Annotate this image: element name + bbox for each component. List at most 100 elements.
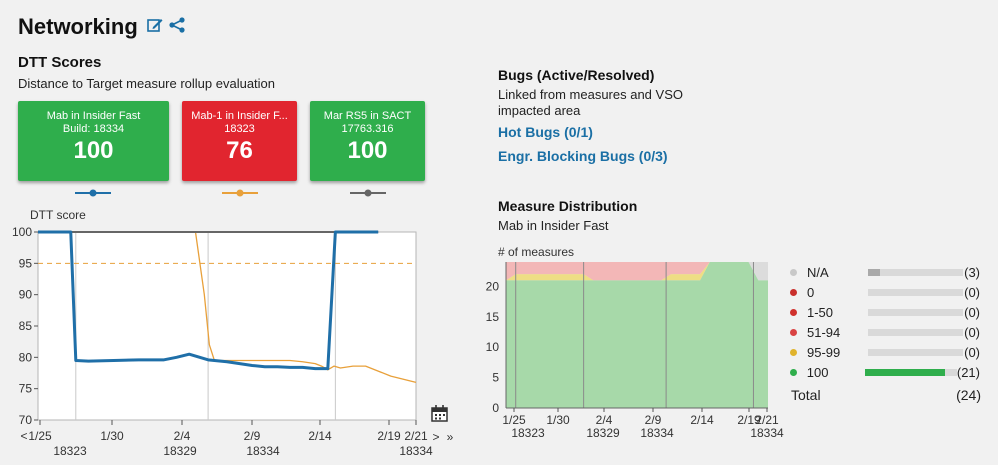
legend-bar	[868, 288, 963, 296]
y-tick-label: 90	[19, 288, 33, 302]
legend-bar	[868, 268, 963, 276]
hot-bugs-link[interactable]: Hot Bugs (0/1)	[498, 124, 593, 140]
bugs-subtitle-1: Linked from measures and VSO	[498, 87, 683, 102]
y-tick-label: 75	[19, 382, 33, 396]
dtt-tile-1[interactable]: Mab in Insider Fast Build: 18334 100	[18, 101, 169, 181]
legend-marker-2	[222, 189, 258, 197]
x-tick-label: 2/21	[404, 429, 428, 443]
legend-bar-fill	[868, 268, 880, 276]
tile-name: Mab in Insider Fast	[46, 110, 141, 122]
share-icon[interactable]	[168, 14, 186, 40]
legend-dot-icon	[790, 268, 797, 276]
tile-build: Build: 18334	[62, 123, 125, 135]
legend-dot-icon	[790, 368, 797, 376]
tile-name: Mab-1 in Insider F...	[191, 110, 288, 122]
build-label: 18334	[750, 426, 784, 440]
x-tick-label: 2/9	[244, 429, 261, 443]
legend-dot-icon	[790, 348, 797, 356]
x-tick-label: 1/30	[100, 429, 124, 443]
tile-name: Mar RS5 in SACT	[323, 110, 412, 122]
tile-score: 100	[73, 137, 114, 164]
y-tick-label: 80	[19, 350, 33, 364]
legend-count: (0)	[964, 344, 980, 360]
build-label: 18329	[586, 426, 620, 440]
legend-label: N/A	[807, 264, 829, 280]
area-9599	[506, 262, 768, 281]
x-tick-label: 2/19	[377, 429, 401, 443]
legend-count: (0)	[964, 284, 980, 300]
measure-distribution-chart: # of measures 0 5 10 15 20 1/25 1/30 2/4 2/9 2/1…	[486, 245, 784, 440]
y-tick-label: 15	[486, 310, 500, 324]
last-nav[interactable]: »	[447, 430, 454, 444]
build-label: 18329	[163, 444, 197, 458]
x-tick-label: 2/14	[690, 413, 714, 427]
legend-bar-fill	[865, 368, 946, 376]
area-5194	[506, 262, 768, 281]
legend-label: 1-50	[807, 304, 834, 320]
build-label: 18334	[399, 444, 433, 458]
legend-marker-1	[75, 189, 111, 197]
edit-icon[interactable]	[146, 14, 164, 40]
x-tick-label: 2/9	[645, 413, 662, 427]
legend-count: (0)	[964, 324, 980, 340]
calendar-icon[interactable]	[431, 405, 448, 422]
legend-bar	[868, 308, 963, 316]
y-tick-label: 70	[19, 413, 33, 427]
y-tick-label: 100	[12, 225, 32, 239]
legend-dot-icon	[790, 308, 797, 316]
tile-score: 100	[347, 137, 388, 164]
dtt-subtitle: Distance to Target measure rollup evalua…	[18, 76, 276, 91]
legend-bar	[868, 348, 963, 356]
total-row: Total (24)	[791, 387, 981, 407]
x-tick-label: 1/25	[28, 429, 52, 443]
plot-area	[37, 231, 417, 421]
legend-label: 100	[806, 364, 829, 380]
dtt-tile-3[interactable]: Mar RS5 in SACT 17763.316 100	[310, 101, 425, 181]
blocking-bugs-link[interactable]: Engr. Blocking Bugs (0/3)	[498, 148, 668, 164]
y-tick-label: 20	[486, 279, 500, 293]
legend-row-5194[interactable]: 51-94 (0)	[790, 322, 980, 342]
measure-dist-title: Measure Distribution	[498, 198, 638, 214]
tile-build: 18323	[224, 123, 255, 135]
build-label: 18323	[53, 444, 87, 458]
legend-row-0[interactable]: 0 (0)	[790, 282, 980, 302]
total-label: Total	[791, 387, 821, 403]
y-tick-label: 5	[492, 371, 499, 385]
legend-row-100[interactable]: 100 (21)	[790, 362, 980, 382]
legend-dot-icon	[790, 288, 797, 296]
legend-label: 51-94	[807, 324, 841, 340]
legend-label: 95-99	[807, 344, 841, 360]
page-header: Networking	[18, 14, 186, 40]
legend-bar	[868, 328, 963, 336]
tile-legend-markers	[75, 189, 386, 197]
legend-dot-icon	[790, 328, 797, 336]
legend-marker-3	[350, 189, 386, 197]
legend-row-na[interactable]: N/A (3)	[790, 262, 980, 282]
dtt-score-chart: DTT score 70 75 80 85 90 95 100 1/25 1/30 2/4 2/9…	[12, 208, 454, 458]
y-axis-label: DTT score	[30, 208, 86, 222]
legend-row-9599[interactable]: 95-99 (0)	[790, 342, 980, 362]
bugs-subtitle-2: impacted area	[498, 103, 581, 118]
x-tick-label: 1/30	[546, 413, 570, 427]
legend-label: 0	[807, 284, 815, 300]
legend-count: (21)	[956, 364, 980, 380]
y-axis-label: # of measures	[498, 245, 574, 259]
bugs-title: Bugs (Active/Resolved)	[498, 67, 655, 83]
x-tick-label: 2/4	[174, 429, 191, 443]
legend-row-150[interactable]: 1-50 (0)	[790, 302, 980, 322]
x-tick-label: 1/25	[502, 413, 526, 427]
prev-nav[interactable]: <	[20, 429, 27, 443]
next-nav[interactable]: >	[432, 430, 439, 444]
series-line-1	[38, 230, 379, 371]
legend-bar	[865, 368, 957, 376]
measure-dist-subtitle: Mab in Insider Fast	[498, 218, 609, 233]
build-label: 18323	[511, 426, 545, 440]
y-tick-label: 95	[19, 256, 33, 270]
x-tick-label: 2/14	[308, 429, 332, 443]
page-title: Networking	[18, 14, 138, 39]
y-tick-label: 0	[492, 401, 499, 415]
dtt-title: DTT Scores	[18, 54, 102, 71]
total-count: (24)	[956, 387, 981, 403]
dtt-tile-2[interactable]: Mab-1 in Insider F... 18323 76	[182, 101, 297, 181]
build-label: 18334	[246, 444, 280, 458]
